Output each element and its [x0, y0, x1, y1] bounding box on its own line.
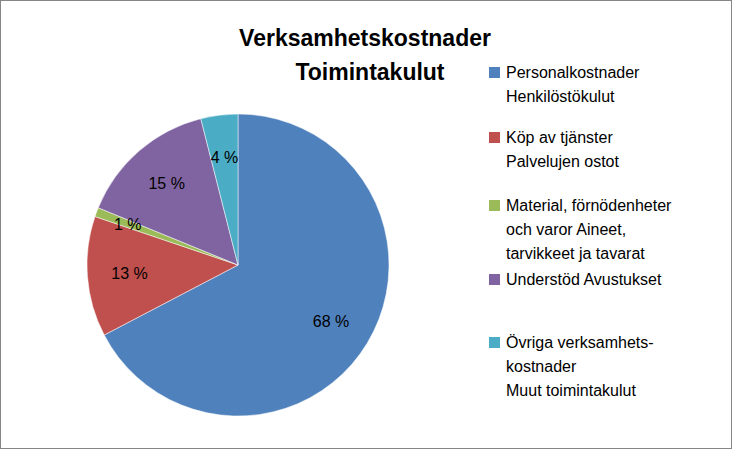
data-label: 68 % [313, 313, 349, 330]
legend-label: Köp av tjänster Palvelujen ostot [506, 129, 620, 170]
pie-slice [201, 114, 238, 265]
data-label: 15 % [148, 175, 184, 192]
legend-line: Understöd Avustukset [506, 271, 662, 288]
title-line: Toimintakulut [295, 59, 444, 85]
legend-swatch [489, 200, 500, 211]
chart-title: Verksamhetskostnader Toimintakulut [239, 25, 491, 85]
legend-line: Muut toimintakulut [506, 382, 636, 399]
legend-label: Material, förnödenheter och varor Aineet,… [506, 197, 672, 262]
legend-line: Material, förnödenheter [506, 197, 672, 214]
legend-label: Övriga verksamhets-kostnader Muut toimint… [506, 334, 654, 399]
legend-swatch [489, 132, 500, 143]
legend-line: och varor Aineet, [506, 221, 626, 238]
data-label: 4 % [211, 149, 239, 166]
legend-line: Henkilöstökulut [506, 88, 615, 105]
pie-slices [87, 114, 389, 416]
chart-root: Verksamhetskostnader Toimintakulut 68 % 13 … [0, 0, 732, 449]
legend-line: tarvikkeet ja tavarat [506, 245, 645, 262]
legend-line: Övriga verksamhets- [506, 334, 654, 351]
legend-swatch [489, 337, 500, 348]
legend-line: kostnader [506, 358, 577, 375]
legend-line: Palvelujen ostot [506, 153, 620, 170]
data-labels: 68 % 13 % 1 % 15 % 4 % [111, 149, 349, 330]
legend-swatch [489, 67, 500, 78]
title-line: Verksamhetskostnader [239, 25, 491, 51]
chart-frame [1, 1, 732, 449]
legend-label: Personalkostnader Henkilöstökulut [506, 64, 640, 105]
legend: Personalkostnader Henkilöstökulut Köp av t… [489, 64, 672, 399]
data-label: 13 % [111, 265, 147, 282]
legend-line: Köp av tjänster [506, 129, 613, 146]
legend-line: Personalkostnader [506, 64, 640, 81]
chart-svg: Verksamhetskostnader Toimintakulut 68 % 13 … [0, 0, 732, 449]
legend-label: Understöd Avustukset [506, 271, 662, 288]
legend-swatch [489, 274, 500, 285]
data-label: 1 % [114, 216, 142, 233]
